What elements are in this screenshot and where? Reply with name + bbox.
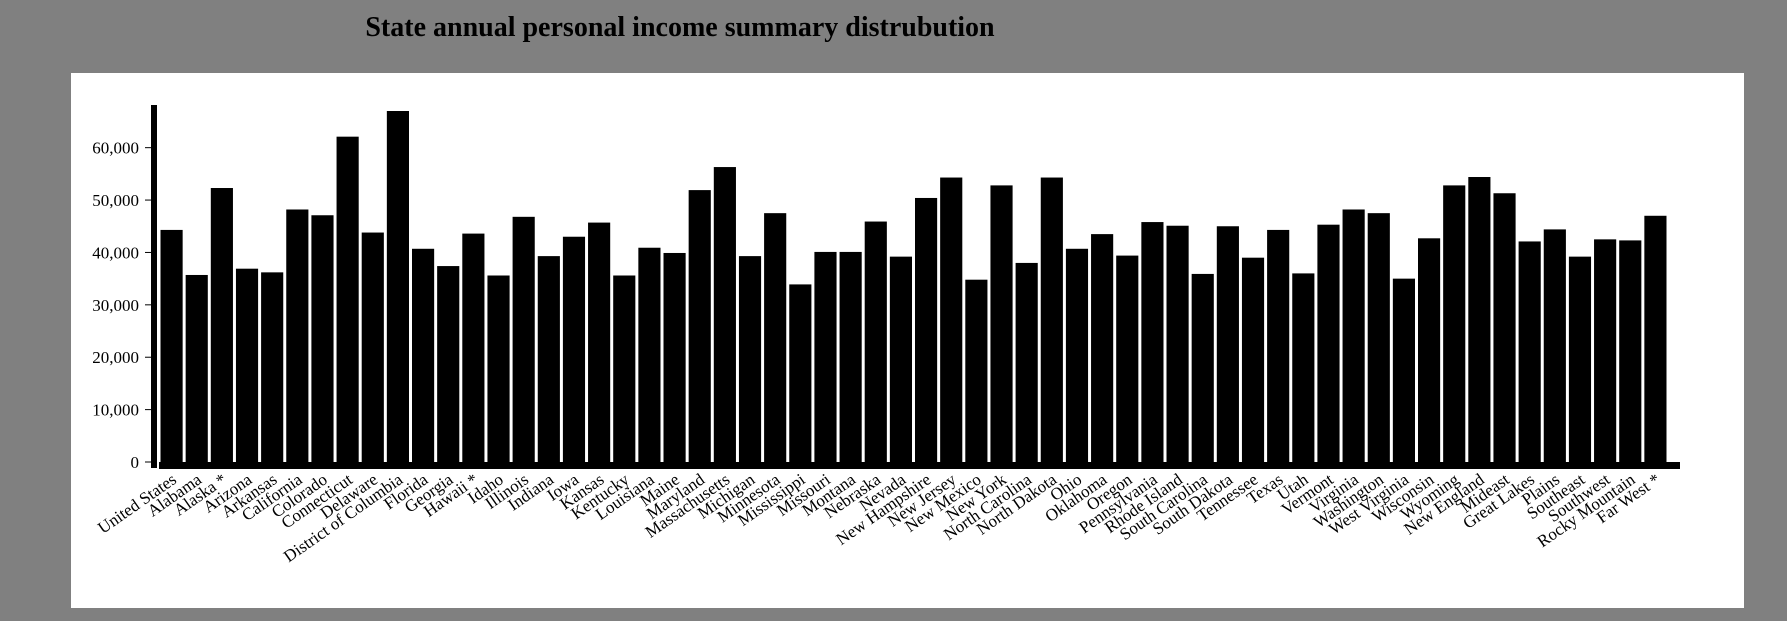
bar [537,256,560,462]
bar [613,275,636,462]
bar [1065,248,1089,462]
bar [1644,215,1667,462]
bar [1568,256,1592,462]
bar [235,268,259,462]
bar [386,111,409,462]
bar [713,167,736,462]
bar [437,266,460,462]
bar [1141,222,1164,462]
y-tick-label: 20,000 [92,348,139,367]
bar [1418,238,1441,462]
bar [1091,234,1114,462]
bar [1443,185,1466,462]
bar [688,190,711,463]
bar [1216,226,1239,462]
bar [1493,193,1516,462]
bar [1392,278,1415,462]
bar [487,275,510,462]
bar [588,222,611,462]
bar [839,251,862,462]
bar [286,209,309,462]
bar [990,185,1013,462]
bar [185,274,208,462]
y-tick-label: 40,000 [92,243,139,262]
bar [864,221,887,462]
bar [1015,262,1038,462]
bar [1241,257,1265,462]
bar [311,215,334,462]
bar [638,247,661,462]
y-axis: 0 10,000 20,000 30,000 40,000 50,000 60,000 [92,105,157,472]
bar [1292,273,1315,462]
bars [160,111,1667,463]
bar [1040,177,1063,462]
bar [889,256,912,462]
bar-chart: 0 10,000 20,000 30,000 40,000 50,000 60,000 Un… [92,105,1680,566]
bar [261,272,284,462]
y-tick-label: 0 [131,453,140,472]
y-axis-line [151,105,157,468]
bar [940,177,963,462]
bar [462,233,485,462]
bar [1166,225,1189,462]
x-axis-line [159,462,1680,469]
bar [1317,224,1340,462]
bar [512,216,535,462]
y-tick-label: 50,000 [92,191,139,210]
bar [562,236,586,462]
bar [1342,209,1365,462]
bar [663,252,686,462]
bar [361,232,384,462]
bar [160,229,183,462]
bar [1267,229,1290,462]
bar [1468,177,1491,462]
bar [1116,255,1139,462]
bar [1367,213,1390,462]
bar [1543,229,1566,462]
page-title: State annual personal income summary dis… [365,12,995,43]
bar [915,197,938,462]
bar [412,248,435,462]
bar [814,251,837,462]
bar [965,279,988,462]
bar [336,136,359,462]
y-tick-label: 10,000 [92,401,139,420]
bar [1594,239,1617,462]
bar [1619,240,1642,462]
bar [764,213,787,462]
bar [789,284,812,462]
chart-panel: 0 10,000 20,000 30,000 40,000 50,000 60,000 Un… [71,73,1744,608]
bar [1518,241,1541,462]
y-tick-label: 60,000 [92,139,139,158]
bar [210,188,233,462]
y-tick-label: 30,000 [92,296,139,315]
bar [1191,273,1214,462]
bar [738,256,762,462]
